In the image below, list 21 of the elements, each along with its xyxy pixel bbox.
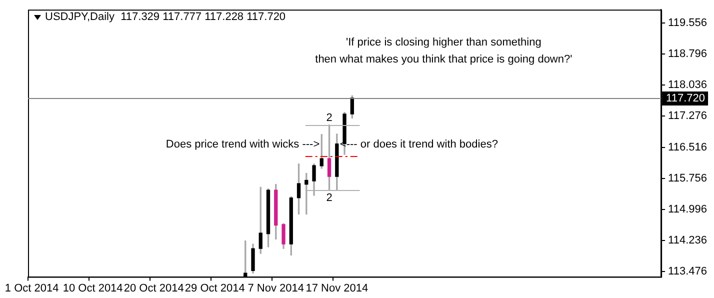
annotation: 2: [326, 112, 332, 124]
x-tick-label: 20 Oct 2014: [124, 282, 184, 294]
x-tick-label: 29 Oct 2014: [184, 282, 245, 294]
y-tick-label: 118.796: [668, 48, 708, 60]
annotation: Does price trend with wicks --->: [166, 138, 320, 151]
y-tick-label: 113.476: [668, 266, 708, 278]
x-tick-label: 10 Oct 2014: [62, 282, 123, 294]
y-tick-label: 114.996: [668, 203, 708, 216]
x-tick-label: 7 Nov 2014: [248, 282, 304, 294]
x-tick-label: 1 Oct 2014: [4, 282, 59, 294]
annotation: 2: [326, 192, 332, 204]
ref-line-label: 117.720: [666, 92, 706, 105]
y-tick-label: 118.036: [668, 79, 708, 92]
annotation: 'If price is closing higher than something then what makes you think that price is going down?': [315, 36, 572, 66]
y-tick-label: 114.236: [668, 234, 708, 247]
x-tick-label: 17 Nov 2014: [306, 282, 368, 294]
y-tick-label: 117.276: [668, 110, 708, 122]
y-tick-label: 119.556: [668, 16, 708, 29]
chart-title: USDJPY,Daily 117.329 117.777 117.228 117.720: [45, 11, 286, 23]
y-tick-label: 115.756: [668, 172, 708, 184]
y-tick-label: 116.516: [668, 141, 708, 154]
